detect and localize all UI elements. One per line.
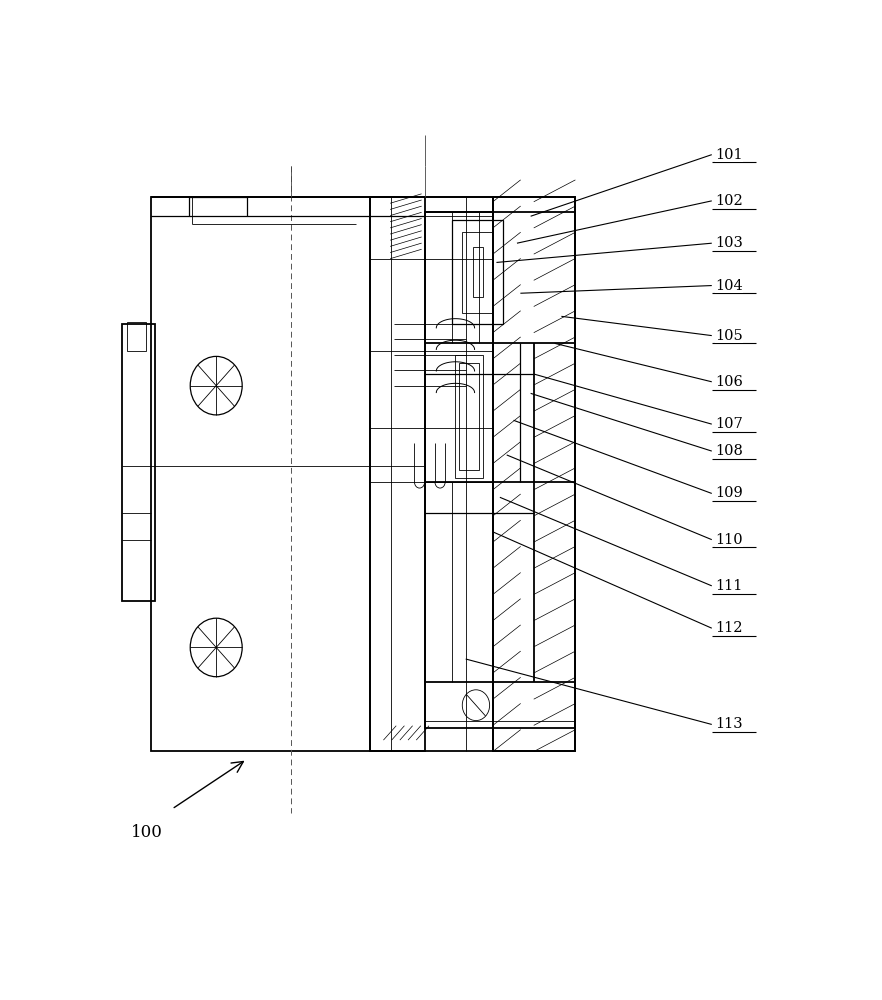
Bar [473,247,482,297]
Text: 112: 112 [715,621,743,635]
Text: 108: 108 [715,444,743,458]
Text: 113: 113 [715,717,743,731]
Bar [425,212,575,728]
Text: 107: 107 [715,417,743,431]
Bar [152,197,425,751]
Text: 104: 104 [715,279,743,293]
Text: 106: 106 [715,375,743,389]
Text: 111: 111 [715,579,743,593]
Bar [452,220,504,324]
Text: 101: 101 [715,148,743,162]
Text: 100: 100 [131,824,162,841]
Bar [189,197,247,216]
Bar [493,197,575,751]
Bar [459,363,480,470]
Text: 109: 109 [715,486,743,500]
Text: 110: 110 [715,533,743,547]
Bar [462,232,493,312]
Bar [370,197,493,751]
Bar [493,197,575,751]
Text: 102: 102 [715,194,743,208]
Bar [455,355,482,478]
Text: 105: 105 [715,329,743,343]
Text: 103: 103 [715,236,743,250]
Bar [127,322,146,351]
Bar [122,324,154,601]
